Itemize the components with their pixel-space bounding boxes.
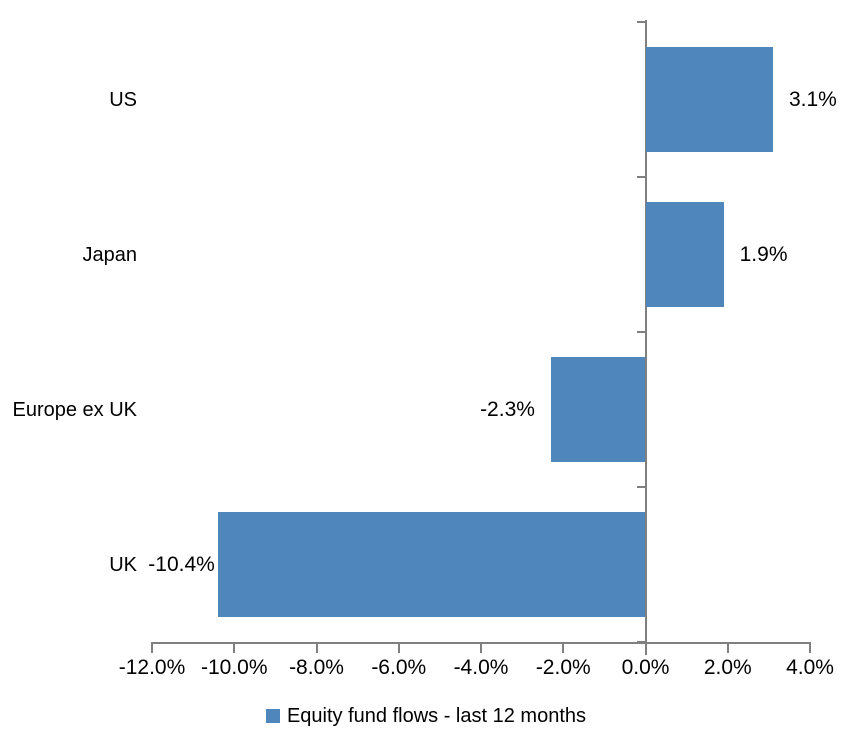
category-label-us: US [109,88,137,111]
x-tick-label-7: 2.0% [703,656,752,679]
category-label-japan: Japan [82,243,138,266]
x-tick-label-4: -4.0% [453,656,509,679]
category-boundary-tick-1 [636,176,645,178]
x-tick-label-0: -12.0% [118,656,186,679]
x-tick-mark-2 [315,642,318,653]
x-tick-mark-5 [562,642,565,653]
category-label-europe-ex-uk: Europe ex UK [12,398,137,421]
bar-japan [645,202,724,307]
x-tick-mark-6 [644,642,647,653]
value-label-us: 3.1% [788,87,837,111]
x-tick-mark-7 [726,642,729,653]
bar-us [645,47,773,152]
bar-uk [217,512,646,617]
x-tick-mark-8 [809,642,811,653]
bar-europe-ex-uk [550,357,646,462]
zero-axis-line [644,20,647,655]
category-boundary-tick-0 [636,21,645,23]
category-boundary-tick-2 [636,331,645,333]
value-label-uk: -10.4% [148,552,215,576]
x-tick-label-1: -10.0% [200,656,268,679]
category-boundary-tick-3 [636,486,645,488]
legend-label: Equity fund flows - last 12 months [286,705,587,727]
x-tick-mark-1 [233,642,236,653]
legend: Equity fund flows - last 12 months [0,703,852,729]
x-tick-mark-3 [397,642,400,653]
x-tick-label-5: -2.0% [535,656,591,679]
legend-marker-icon [265,709,280,723]
x-tick-label-2: -8.0% [289,656,344,679]
value-label-europe-ex-uk: -2.3% [480,397,535,421]
x-tick-label-8: 4.0% [786,656,834,679]
category-label-uk: UK [109,553,137,576]
x-tick-label-6: 0.0% [621,656,670,679]
x-tick-mark-4 [480,642,482,653]
value-label-japan: 1.9% [739,242,788,266]
x-tick-mark-0 [151,642,153,653]
x-tick-label-3: -6.0% [371,656,427,679]
